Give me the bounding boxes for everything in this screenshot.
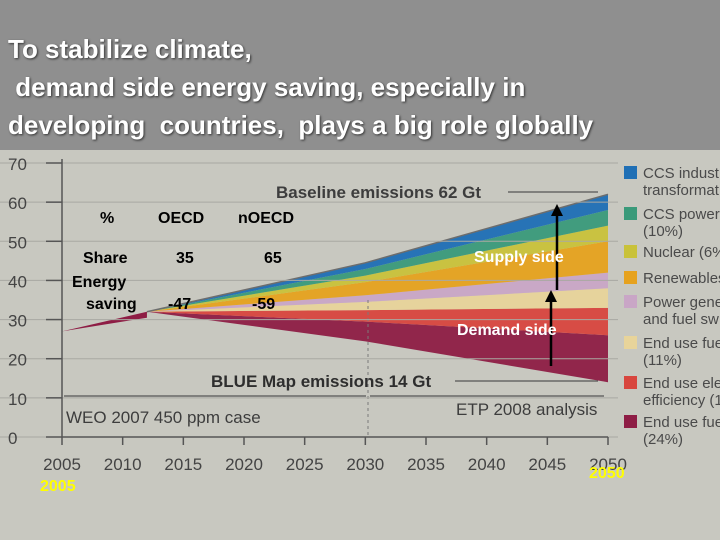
slide-title-line-3: developing countries, plays a big role g… xyxy=(8,110,594,140)
legend-label-line-1: End use ele xyxy=(643,375,720,392)
legend-label-line-1: End use fue xyxy=(643,335,720,352)
legend-label-line-1: CCS power xyxy=(643,206,720,223)
arrows xyxy=(545,204,563,366)
legend-label-line-2: (10%) xyxy=(643,223,683,240)
series-area-0 xyxy=(146,311,608,383)
legend-swatch xyxy=(624,336,637,349)
slide-title-line-2: demand side energy saving, especially in xyxy=(8,72,526,102)
y-tick-label: 40 xyxy=(8,272,27,291)
y-tick-label: 10 xyxy=(8,390,27,409)
legend-label-line-1: CCS indust xyxy=(643,165,720,182)
legend-label-line-2: efficiency (1 xyxy=(643,392,720,409)
table-header-oecd: OECD xyxy=(158,210,205,227)
legend-label-line-2: (11%) xyxy=(643,352,682,369)
legend-label-line-2: (24%) xyxy=(643,431,683,448)
weo-label: WEO 2007 450 ppm case xyxy=(66,408,261,427)
blue-map-label: BLUE Map emissions 14 Gt xyxy=(211,372,431,391)
legend-label-line-1: Nuclear (6% xyxy=(643,244,720,261)
baseline-line xyxy=(146,193,609,313)
legend-swatch xyxy=(624,207,637,220)
legend-label-line-1: Renewables xyxy=(643,270,720,287)
y-tick-label: 70 xyxy=(8,155,27,174)
x-tick-label: 2015 xyxy=(164,455,202,474)
demand-side-arrowhead xyxy=(545,290,557,302)
legend-label-line-2: transformat xyxy=(643,182,720,199)
baseline-label: Baseline emissions 62 Gt xyxy=(276,183,481,202)
series-area-1 xyxy=(146,307,608,336)
y-tick-label: 20 xyxy=(8,351,27,370)
legend-label-line-2: and fuel sw xyxy=(643,311,719,328)
x-tick-label: 2035 xyxy=(407,455,445,474)
year-end-label: 2050 xyxy=(589,465,625,482)
plot-area: Baseline emissions 62 Gt BLUE Map emissio… xyxy=(62,183,609,437)
etp-label: ETP 2008 analysis xyxy=(456,400,597,419)
legend-swatch xyxy=(624,166,637,179)
year-start-label: 2005 xyxy=(40,478,76,495)
legend-swatch xyxy=(624,376,637,389)
supply-side-label: Supply side xyxy=(474,249,564,266)
slide-title-line-1: To stabilize climate, xyxy=(8,34,252,64)
legend-label-line-1: End use fue xyxy=(643,414,720,431)
table-row-share-oecd: 35 xyxy=(176,250,194,267)
legend-swatch xyxy=(624,415,637,428)
x-tick-label: 2020 xyxy=(225,455,263,474)
table-row-share-noecd: 65 xyxy=(264,250,282,267)
supply-side-arrowhead xyxy=(551,204,563,216)
y-tick-label: 0 xyxy=(8,429,17,448)
x-tick-label: 2050 xyxy=(589,455,627,474)
legend-label-line-1: Power gene xyxy=(643,294,720,311)
table-row-saving-label-b: saving xyxy=(86,296,137,313)
series-area-3 xyxy=(146,272,608,312)
table-row-saving-label-a: Energy xyxy=(72,274,127,291)
series-area-2 xyxy=(146,288,608,312)
x-tick-label: 2010 xyxy=(104,455,142,474)
x-tick-label: 2005 xyxy=(43,455,81,474)
legend-swatch xyxy=(624,295,637,308)
table-row-saving-oecd: -47 xyxy=(168,296,192,313)
table-header-percent: % xyxy=(100,210,115,227)
table-row-saving-noecd: -59 xyxy=(252,296,276,313)
x-tick-label: 2045 xyxy=(528,455,566,474)
x-tick-label: 2040 xyxy=(468,455,506,474)
legend-swatch xyxy=(624,271,637,284)
y-tick-label: 30 xyxy=(8,312,27,331)
legend-swatch xyxy=(624,245,637,258)
x-tick-label: 2030 xyxy=(346,455,384,474)
x-tick-label: 2025 xyxy=(286,455,324,474)
series-area-4 xyxy=(146,241,608,312)
table-header-noecd: nOECD xyxy=(238,210,294,227)
y-tick-label: 60 xyxy=(8,194,27,213)
y-tick-label: 50 xyxy=(8,233,27,252)
trunk-area xyxy=(62,311,147,332)
table-row-share-label: Share xyxy=(83,250,128,267)
demand-side-label: Demand side xyxy=(457,322,557,339)
